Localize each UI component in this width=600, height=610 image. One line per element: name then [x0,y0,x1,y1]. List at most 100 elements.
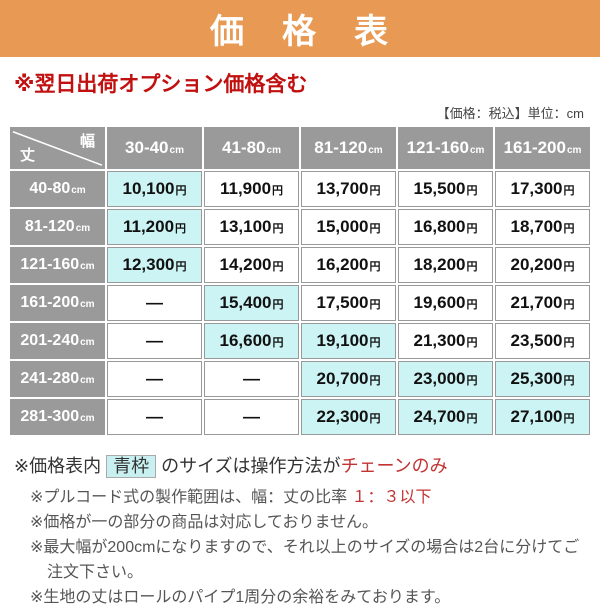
footnote-text: ※価格が一の部分の商品は対応しておりません。 [30,514,378,532]
price-unit-note: 【価格：税込】単位：cm [436,106,584,122]
price-cell: 24,700円 [398,399,493,436]
yen-label: 円 [466,185,478,198]
unit-label: cm [71,185,86,197]
yen-label: 円 [175,223,187,236]
footnote-item: ※最大幅が200cmになりますので、それ以上のサイズの場合は2台に分けてご注文下… [30,536,590,586]
table-corner-cell: 幅 丈 [10,127,105,170]
unit-label: cm [469,145,485,157]
yen-label: 円 [466,413,478,426]
unavailable-cell: — [107,361,202,398]
yen-label: 円 [466,337,478,350]
price-cell: 11,900円 [204,171,299,208]
yen-label: 円 [369,261,381,274]
footnote-text: ※価格表内 [14,456,102,477]
yen-label: 円 [272,185,284,198]
emphasis-red-text: １：３以下 [351,489,432,507]
price-cell: 16,200円 [301,247,396,284]
length-axis-label: 丈 [20,147,36,165]
price-cell: 12,300円 [107,247,202,284]
col-header: 30-40cm [107,127,202,170]
price-cell: 20,700円 [301,361,396,398]
price-cell: 15,500円 [398,171,493,208]
yen-label: 円 [466,299,478,312]
price-cell: 18,700円 [495,209,590,246]
row-header: 281-300cm [10,399,105,436]
footnote-item: ※プルコード式の製作範囲は、幅：丈の比率 １：３以下 [30,486,590,511]
price-cell: 22,300円 [301,399,396,436]
price-cell: 15,400円 [204,285,299,322]
yen-label: 円 [272,337,284,350]
price-cell: 19,100円 [301,323,396,360]
diagonal-divider-icon [12,131,103,167]
price-cell: 17,500円 [301,285,396,322]
footnote-text: のサイズは操作方法が [161,456,341,477]
yen-label: 円 [175,185,187,198]
price-cell: 14,200円 [204,247,299,284]
price-cell: 10,100円 [107,171,202,208]
yen-label: 円 [563,223,575,236]
page-title-banner: 価 格 表 [0,0,600,57]
shipping-option-note: ※翌日出荷オプション価格含む [14,73,308,96]
footnote-item: ※生地の丈はロールのパイプ1周分の余裕をみております。 [30,586,590,610]
footnote-text: ※生地の丈はロールのパイプ1周分の余裕をみております。 [30,588,451,606]
unit-label: cm [566,145,582,157]
yen-label: 円 [272,299,284,312]
table-row: 201-240cm —16,600円 19,100円 21,300円 23,500円 [10,323,590,360]
row-header: 161-200cm [10,285,105,322]
footnote-main: ※価格表内 青枠 のサイズは操作方法がチェーンのみ [14,454,600,479]
unit-label: cm [80,413,95,425]
footnote-list: ※プルコード式の製作範囲は、幅：丈の比率 １：３以下 ※価格が一の部分の商品は対応… [30,486,590,610]
table-row: 40-80cm 10,100円 11,900円 13,700円 15,500円 17,30… [10,171,590,208]
price-cell: 17,300円 [495,171,590,208]
price-cell: 25,300円 [495,361,590,398]
yen-label: 円 [369,337,381,350]
yen-label: 円 [369,185,381,198]
footnote-item: ※価格が一の部分の商品は対応しておりません。 [30,511,590,536]
yen-label: 円 [175,261,187,274]
page-title: 価 格 表 [210,13,390,51]
table-row: 241-280cm — —20,700円 23,000円 25,300円 [10,361,590,398]
row-header: 81-120cm [10,209,105,246]
unavailable-cell: — [107,323,202,360]
unit-label: cm [80,299,95,311]
footnote-text: ※最大幅が200cmになりますので、それ以上のサイズの場合は2台に分けてご注文下… [30,538,580,581]
unit-label: cm [169,145,184,157]
unit-label: cm [80,337,95,349]
yen-label: 円 [466,223,478,236]
unit-label: cm [75,223,91,235]
unavailable-cell: — [107,285,202,322]
price-cell: 13,100円 [204,209,299,246]
unit-label: cm [80,375,95,387]
width-axis-label: 幅 [79,133,95,151]
price-table-body: 40-80cm 10,100円 11,900円 13,700円 15,500円 17,30… [10,171,590,436]
unavailable-cell: — [107,399,202,436]
price-table: 幅 丈 30-40cm 41-80cm 81-120cm 121-160cm 161-2… [8,125,592,437]
emphasis-red-text: チェーンのみ [340,456,448,477]
price-cell: 21,700円 [495,285,590,322]
price-cell: 27,100円 [495,399,590,436]
price-cell: 11,200円 [107,209,202,246]
unavailable-cell: — [204,361,299,398]
yen-label: 円 [272,261,284,274]
col-header: 121-160cm [398,127,493,170]
price-cell: 16,600円 [204,323,299,360]
yen-label: 円 [563,261,575,274]
price-cell: 16,800円 [398,209,493,246]
yen-label: 円 [369,299,381,312]
unit-label: cm [80,261,95,273]
price-cell: 23,000円 [398,361,493,398]
row-header: 201-240cm [10,323,105,360]
yen-label: 円 [563,337,575,350]
price-cell: 15,000円 [301,209,396,246]
unit-label: cm [266,145,281,157]
yen-label: 円 [466,261,478,274]
yen-label: 円 [369,375,381,388]
price-cell: 18,200円 [398,247,493,284]
price-cell: 21,300円 [398,323,493,360]
price-cell: 13,700円 [301,171,396,208]
blue-frame-badge: 青枠 [106,455,157,479]
price-table-head-row: 幅 丈 30-40cm 41-80cm 81-120cm 121-160cm 161-2… [10,127,590,170]
table-row: 81-120cm 11,200円 13,100円 15,000円 16,800円 18,7… [10,209,590,246]
yen-label: 円 [272,223,284,236]
